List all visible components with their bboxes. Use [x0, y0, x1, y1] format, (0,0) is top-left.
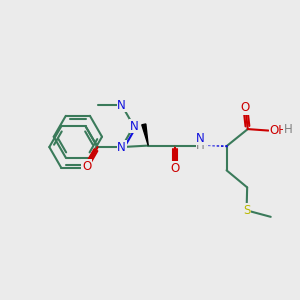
Text: N: N [129, 120, 138, 133]
Polygon shape [142, 124, 148, 146]
Text: O: O [170, 162, 179, 175]
Text: N: N [117, 141, 126, 154]
Text: O: O [241, 101, 250, 114]
Text: O: O [82, 160, 91, 173]
Text: N: N [117, 99, 126, 112]
Text: N: N [196, 132, 205, 145]
Text: S: S [243, 204, 250, 217]
Text: H: H [196, 139, 205, 152]
Text: OH: OH [270, 124, 288, 137]
Text: H: H [284, 124, 292, 136]
